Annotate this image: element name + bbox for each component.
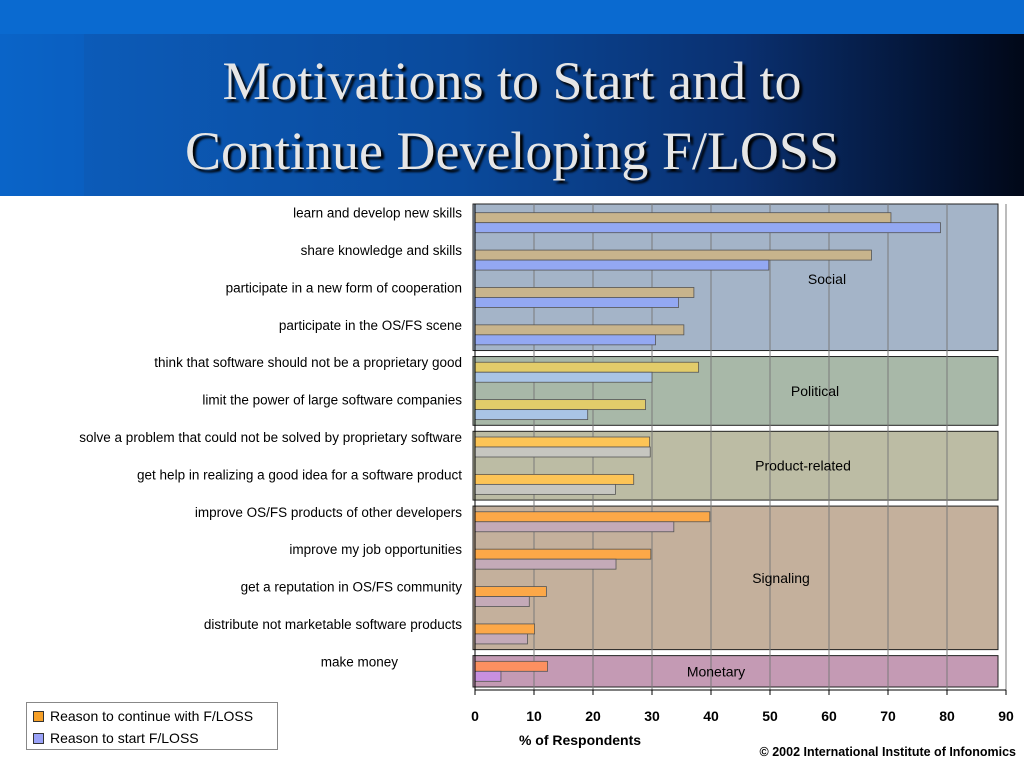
header-top-bar <box>0 0 1024 34</box>
category-label: improve OS/FS products of other develope… <box>195 505 462 520</box>
bar-continue-12 <box>474 660 548 672</box>
x-tick-label: 50 <box>762 708 778 724</box>
copyright-notice: © 2002 International Institute of Infono… <box>759 745 1016 759</box>
bar-start-2 <box>474 297 679 308</box>
x-tick-label: 30 <box>644 708 660 724</box>
bar-continue-0 <box>474 212 892 224</box>
group-label-political: Political <box>791 383 839 399</box>
category-label: get a reputation in OS/FS community <box>241 580 463 595</box>
bar-start-1 <box>474 259 770 271</box>
bar-continue-4 <box>474 361 700 373</box>
bar-start-4 <box>474 371 653 383</box>
bar-continue-3 <box>474 324 685 336</box>
legend-label-continue: Reason to continue with F/LOSS <box>50 708 254 724</box>
bar-continue-1 <box>474 249 872 261</box>
category-label: solve a problem that could not be solved… <box>79 430 462 445</box>
bar-continue-5 <box>474 399 646 411</box>
bar-continue-8 <box>474 511 711 523</box>
bar-start-5 <box>474 409 589 421</box>
x-tick-label: 20 <box>585 708 601 724</box>
bar-continue-9 <box>474 548 652 560</box>
bar-continue-7 <box>474 473 635 485</box>
x-tick-label: 90 <box>998 708 1014 724</box>
legend-swatch-start <box>33 732 44 744</box>
header-panel <box>84 34 1024 196</box>
category-label: participate in the OS/FS scene <box>279 318 462 333</box>
x-tick-label: 60 <box>821 708 837 724</box>
legend-item-start: Reason to start F/LOSS <box>33 728 199 748</box>
x-tick-label: 70 <box>880 708 896 724</box>
category-label: participate in a new form of cooperation <box>226 280 462 295</box>
chart-legend: Reason to continue with F/LOSS Reason to… <box>26 702 278 750</box>
title-line-2: Continue Developing F/LOSS <box>184 121 839 181</box>
bar-start-10 <box>474 596 530 607</box>
bar-start-9 <box>474 558 617 570</box>
bar-start-7 <box>474 483 616 495</box>
slide-header: Motivations to Start and to Continue Dev… <box>0 0 1024 196</box>
x-tick-label: 40 <box>703 708 719 724</box>
category-label: distribute not marketable software produ… <box>204 617 462 632</box>
bar-start-0 <box>474 222 941 234</box>
category-label: improve my job opportunities <box>289 542 462 557</box>
category-label: learn and develop new skills <box>293 206 462 221</box>
bar-start-3 <box>474 334 656 346</box>
category-label: limit the power of large software compan… <box>202 393 462 408</box>
bar-start-12 <box>474 670 502 682</box>
legend-label-start: Reason to start F/LOSS <box>50 730 199 746</box>
group-label-monetary: Monetary <box>687 663 745 679</box>
group-label-social: Social <box>808 271 846 287</box>
category-label: get help in realizing a good idea for a … <box>137 467 462 482</box>
group-label-product-related: Product-related <box>755 458 851 474</box>
x-tick-label: 10 <box>526 708 542 724</box>
bar-continue-11 <box>474 623 535 635</box>
bar-continue-6 <box>474 436 651 448</box>
group-label-signaling: Signaling <box>752 570 810 586</box>
legend-item-continue: Reason to continue with F/LOSS <box>33 706 253 726</box>
bar-start-11 <box>474 633 528 645</box>
slide-title: Motivations to Start and to Continue Dev… <box>0 46 1024 186</box>
x-axis-label: % of Respondents <box>518 732 642 748</box>
category-label: make money <box>321 654 399 669</box>
legend-swatch-continue <box>33 710 44 722</box>
bar-continue-2 <box>474 287 695 298</box>
category-label: think that software should not be a prop… <box>154 355 462 370</box>
x-tick-label: 80 <box>939 708 955 724</box>
group-band-monetary <box>472 655 999 688</box>
bar-continue-10 <box>474 586 547 597</box>
category-label: share knowledge and skills <box>301 243 463 258</box>
bar-start-8 <box>474 521 675 533</box>
x-tick-label: 0 <box>471 708 479 724</box>
bar-start-6 <box>474 446 651 458</box>
title-line-1: Motivations to Start and to <box>222 51 802 111</box>
